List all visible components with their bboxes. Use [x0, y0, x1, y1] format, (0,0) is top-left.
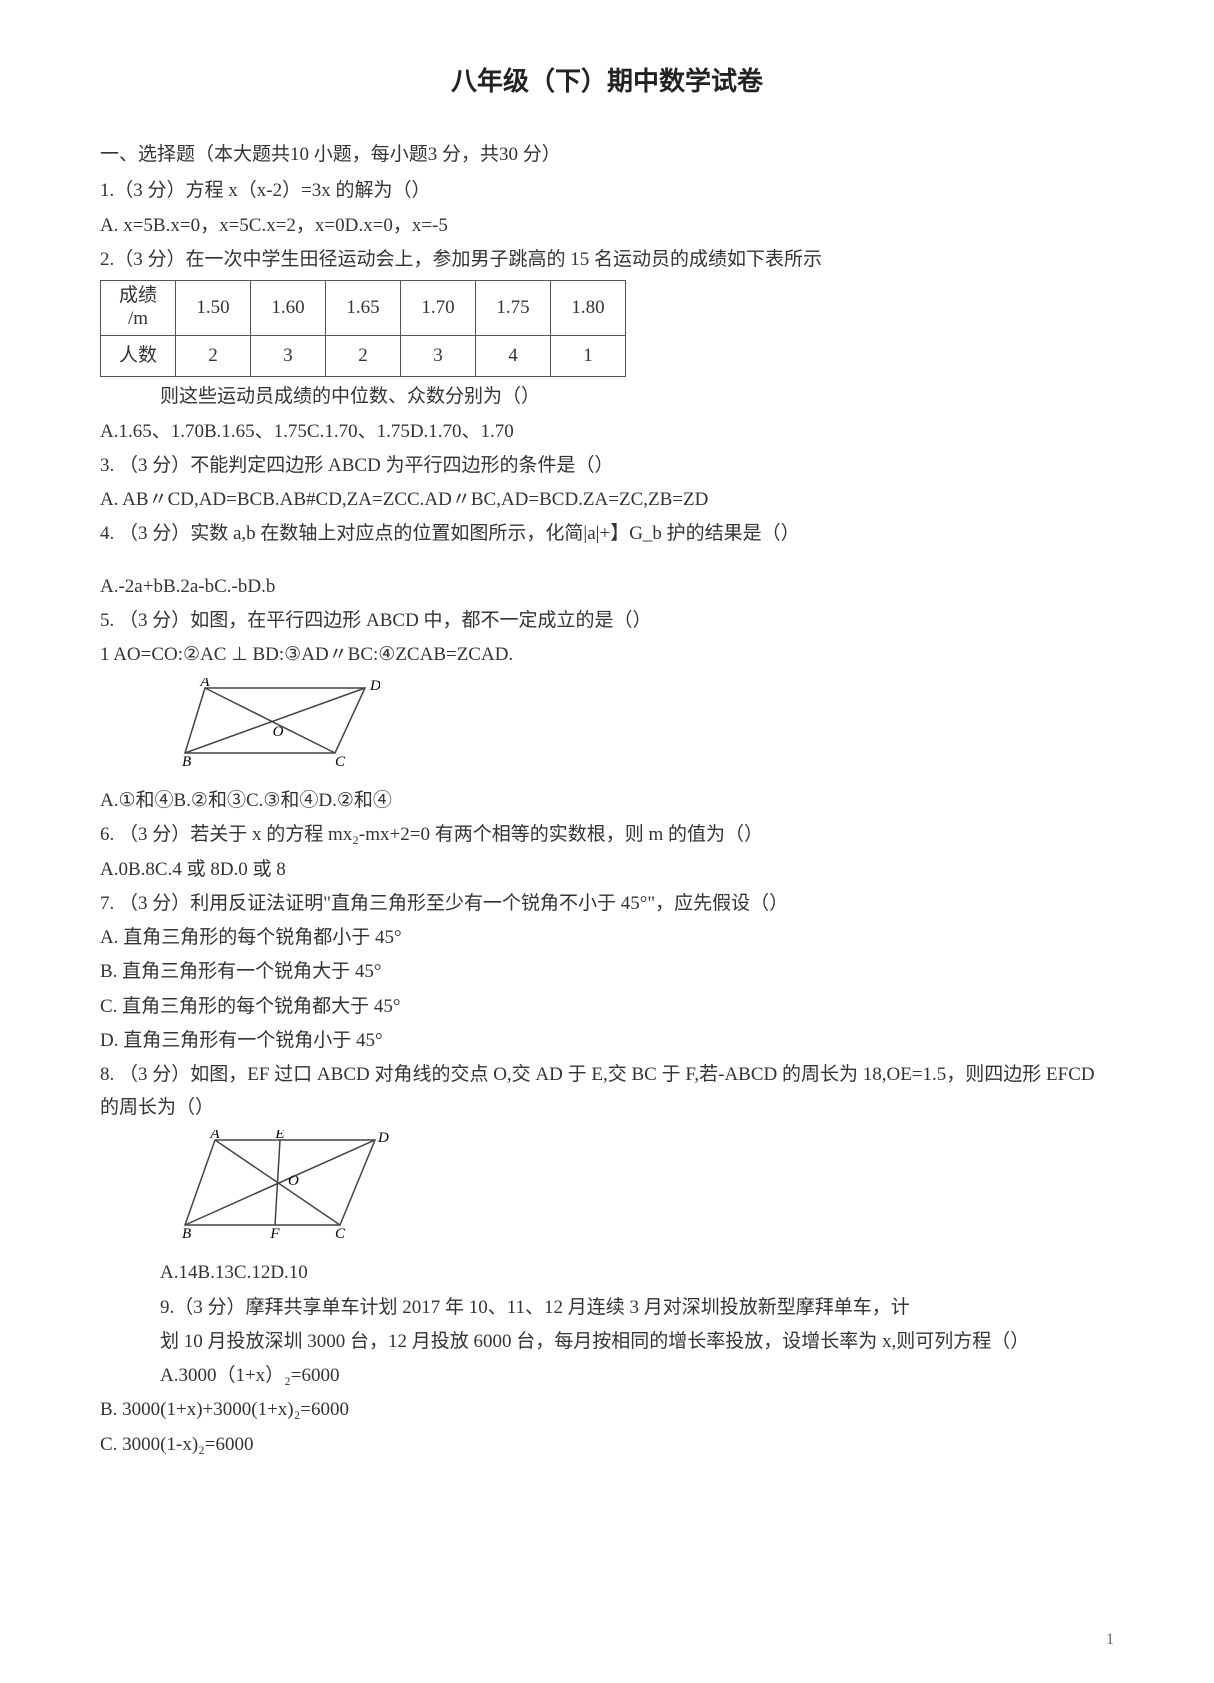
svg-text:A: A — [209, 1130, 220, 1142]
q7-optD: D. 直角三角形有一个锐角小于 45° — [100, 1025, 1114, 1057]
table-cell: 1 — [551, 335, 626, 376]
table-cell: 2 — [326, 335, 401, 376]
q2-options: A.1.65、1.70B.1.65、1.75C.1.70、1.75D.1.70、… — [100, 416, 1114, 448]
q4-options: A.-2a+bB.2a-bC.-bD.b — [100, 571, 1114, 603]
q2-text: 2.（3 分）在一次中学生田径运动会上，参加男子跳高的 15 名运动员的成绩如下… — [100, 244, 1114, 276]
q1-options: A. x=5B.x=0，x=5C.x=2，x=0D.x=0，x=-5 — [100, 210, 1114, 242]
table-cell: 1.70 — [401, 281, 476, 336]
q7-optC: C. 直角三角形的每个锐角都大于 45° — [100, 991, 1114, 1023]
parallelogram-diagram-icon: A D B C O — [180, 678, 380, 768]
page-number: 1 — [1106, 1626, 1114, 1653]
q4-text: 4. （3 分）实数 a,b 在数轴上对应点的位置如图所示，化简|a|+】G_b… — [100, 518, 1114, 550]
table-cell: 成绩 /m — [101, 281, 176, 336]
spacer — [100, 553, 1114, 571]
q3-options: A. AB〃CD,AD=BCB.AB#CD,ZA=ZCC.AD〃BC,AD=BC… — [100, 484, 1114, 516]
table-cell: 3 — [251, 335, 326, 376]
q6-text: 6. （3 分）若关于 x 的方程 mx₂-mx+2=0 有两个相等的实数根，则… — [100, 819, 1114, 851]
table-cell: 3 — [401, 335, 476, 376]
svg-text:E: E — [274, 1130, 284, 1142]
q8-options: A.14B.13C.12D.10 — [100, 1257, 1114, 1289]
q8-figure: A E D B F C O — [180, 1130, 1114, 1251]
table-row: 人数 2 3 2 3 4 1 — [101, 335, 626, 376]
q7-optA: A. 直角三角形的每个锐角都小于 45° — [100, 922, 1114, 954]
section-heading: 一、选择题（本大题共10 小题，每小题3 分，共30 分） — [100, 139, 1114, 171]
q5-sub: 1 AO=CO:②AC ⊥ BD:③AD〃BC:④ZCAB=ZCAD. — [100, 639, 1114, 671]
table-cell: 人数 — [101, 335, 176, 376]
table-cell: 1.65 — [326, 281, 401, 336]
parallelogram-ef-diagram-icon: A E D B F C O — [180, 1130, 390, 1240]
table-cell: 1.60 — [251, 281, 326, 336]
svg-text:D: D — [377, 1130, 389, 1146]
svg-text:O: O — [273, 724, 284, 740]
table-cell: 1.80 — [551, 281, 626, 336]
q2-table: 成绩 /m 1.50 1.60 1.65 1.70 1.75 1.80 人数 2… — [100, 280, 626, 377]
svg-text:C: C — [335, 1226, 346, 1240]
q8-text: 8. （3 分）如图，EF 过口 ABCD 对角线的交点 O,交 AD 于 E,… — [100, 1059, 1114, 1124]
svg-text:C: C — [335, 754, 346, 768]
table-cell: 4 — [476, 335, 551, 376]
q1-text: 1.（3 分）方程 x（x-2）=3x 的解为（） — [100, 175, 1114, 207]
q3-text: 3. （3 分）不能判定四边形 ABCD 为平行四边形的条件是（） — [100, 450, 1114, 482]
q5-figure: A D B C O — [180, 678, 1114, 779]
q7-text: 7. （3 分）利用反证法证明"直角三角形至少有一个锐角不小于 45°"，应先假… — [100, 888, 1114, 920]
q9-optB: B. 3000(1+x)+3000(1+x)₂=6000 — [100, 1394, 1114, 1426]
q5-options: A.①和④B.②和③C.③和④D.②和④ — [100, 785, 1114, 817]
table-cell: 2 — [176, 335, 251, 376]
svg-text:B: B — [182, 754, 191, 768]
svg-text:A: A — [199, 678, 210, 690]
q5-text: 5. （3 分）如图，在平行四边形 ABCD 中，都不一定成立的是（） — [100, 605, 1114, 637]
table-cell: 1.75 — [476, 281, 551, 336]
q7-optB: B. 直角三角形有一个锐角大于 45° — [100, 956, 1114, 988]
svg-text:F: F — [269, 1226, 280, 1240]
svg-text:O: O — [288, 1173, 299, 1189]
q6-options: A.0B.8C.4 或 8D.0 或 8 — [100, 854, 1114, 886]
q2-after-table: 则这些运动员成绩的中位数、众数分别为（） — [100, 381, 1114, 413]
page-title: 八年级（下）期中数学试卷 — [100, 60, 1114, 104]
svg-text:D: D — [369, 678, 380, 694]
svg-text:B: B — [182, 1226, 191, 1240]
table-row: 成绩 /m 1.50 1.60 1.65 1.70 1.75 1.80 — [101, 281, 626, 336]
q9-optC: C. 3000(1-x)₂=6000 — [100, 1429, 1114, 1461]
q9-text2: 划 10 月投放深圳 3000 台，12 月投放 6000 台，每月按相同的增长… — [100, 1326, 1114, 1358]
table-cell: 1.50 — [176, 281, 251, 336]
q9-optA: A.3000（1+x）₂=6000 — [100, 1360, 1114, 1392]
q9-text: 9.（3 分）摩拜共享单车计划 2017 年 10、11、12 月连续 3 月对… — [100, 1292, 1114, 1324]
